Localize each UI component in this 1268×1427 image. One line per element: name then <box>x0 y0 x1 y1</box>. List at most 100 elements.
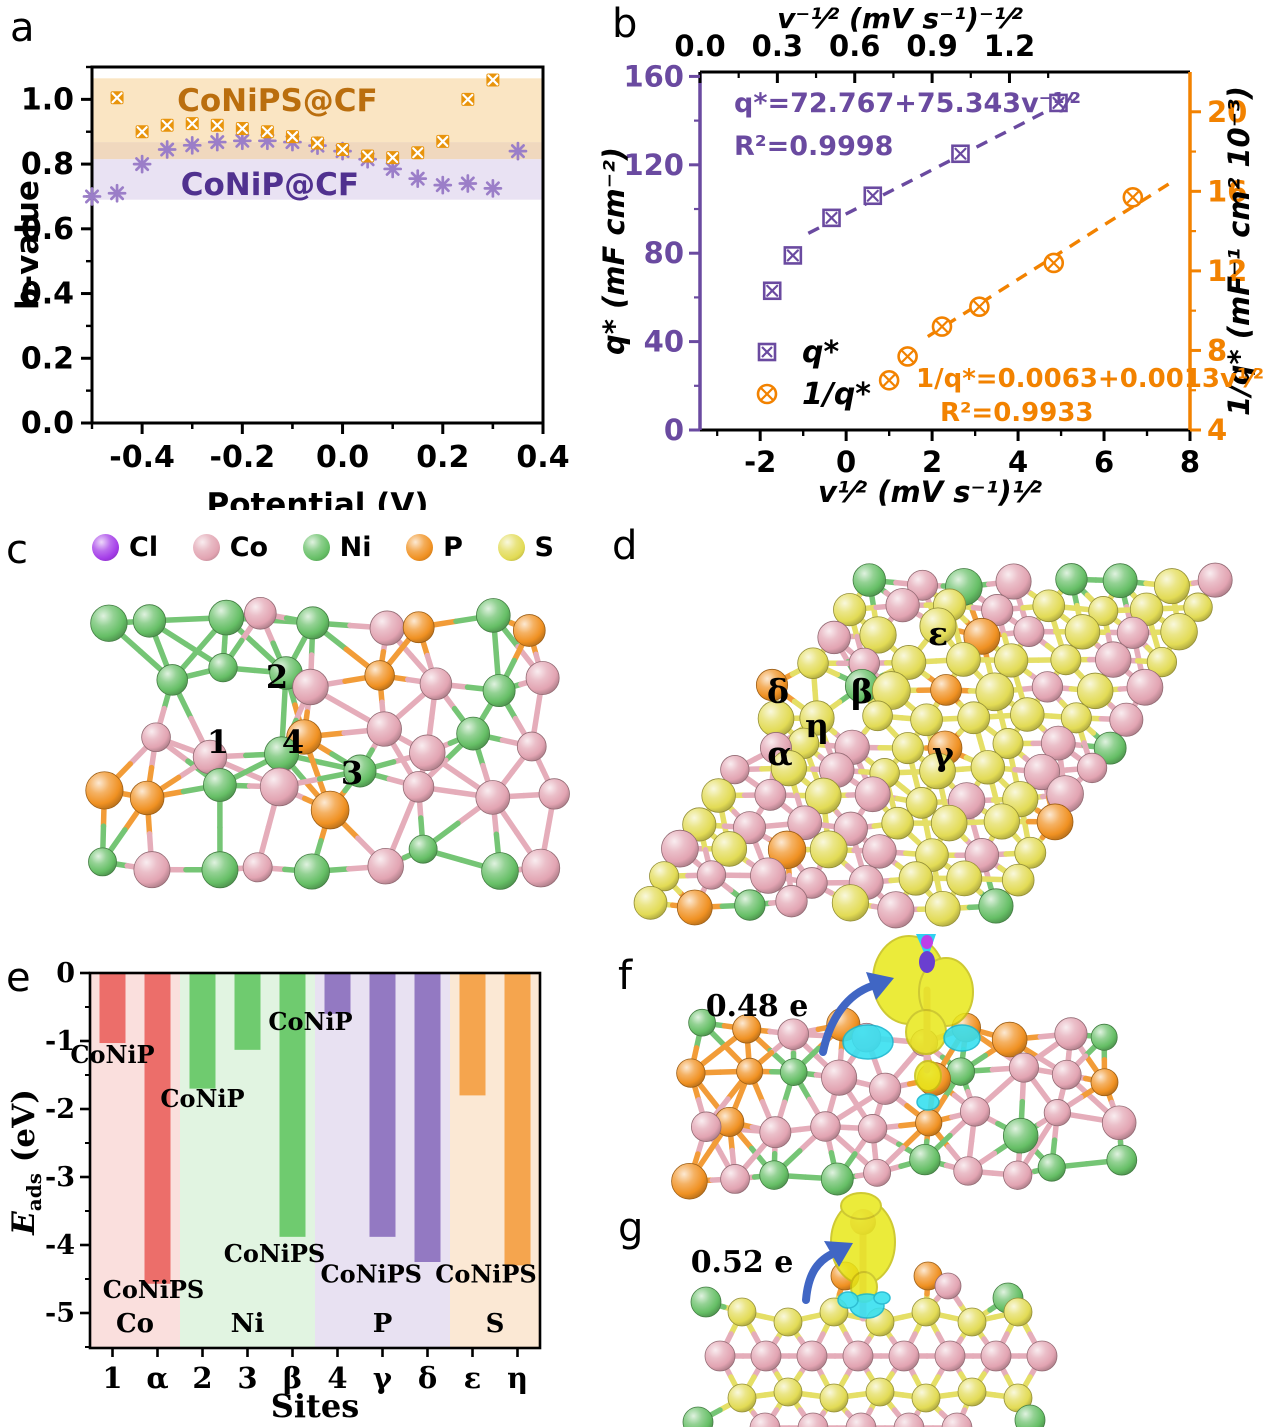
co-atom <box>1197 562 1233 598</box>
s-atom <box>1003 1297 1033 1327</box>
ni-atom <box>408 834 438 864</box>
ni-atom <box>208 599 245 636</box>
ni-atom <box>820 1162 854 1196</box>
charge-depletion-lobes <box>837 1291 891 1319</box>
co-atom <box>842 1340 874 1372</box>
left-tick-label: 80 <box>644 236 684 270</box>
s-atom <box>649 861 680 892</box>
x-axis-title: Potential (V) <box>206 487 428 510</box>
ni-atom-icon <box>302 533 330 561</box>
s-atom <box>994 643 1029 678</box>
site-label-4: 4 <box>282 723 304 761</box>
ni-atom <box>682 1406 714 1427</box>
ni-atom <box>88 847 117 877</box>
y-tick-label: -1 <box>45 1026 75 1057</box>
series-conips <box>110 73 500 165</box>
ni-atom <box>688 1008 716 1037</box>
ni-atom <box>909 1143 941 1176</box>
co-atom <box>749 1412 781 1427</box>
s-atom-icon <box>497 533 525 561</box>
co-atom <box>821 1059 858 1096</box>
co-atom <box>888 1340 920 1372</box>
x-tick-label: 0.2 <box>416 440 469 475</box>
y-tick-label: 0 <box>56 958 75 989</box>
cl-atom-icon <box>92 533 119 561</box>
s-atom <box>1060 702 1092 734</box>
charge-transfer-label: 0.52 e <box>691 1245 794 1280</box>
co-atom <box>777 1018 809 1050</box>
p-atom <box>85 771 124 810</box>
x-tick-label-δ: δ <box>418 1361 437 1395</box>
p-atom <box>402 611 435 644</box>
co-atom <box>733 811 767 845</box>
bar-annotation: CoNiP <box>70 1040 154 1069</box>
series-qstar <box>762 93 1073 301</box>
co-atom <box>750 857 787 894</box>
y-axis-title: Eads (eV) <box>6 1089 46 1236</box>
molecular-structure <box>85 596 570 890</box>
s-atom <box>975 672 1015 712</box>
bottom-tick-label: 2 <box>922 445 942 479</box>
ni-atom <box>201 851 239 889</box>
x-tick-label: 0.0 <box>316 440 369 475</box>
legend-item-P: P <box>406 532 463 563</box>
co-atom <box>934 1272 962 1300</box>
co-atom <box>959 1096 991 1127</box>
legend-item-Ni: Ni <box>302 532 372 563</box>
co-atom <box>369 610 405 646</box>
s-atom <box>711 831 748 867</box>
legend-element-label: Co <box>229 531 269 563</box>
s-atom <box>804 777 842 815</box>
atoms <box>633 562 1233 929</box>
left-tick-label: 120 <box>623 148 684 182</box>
ni-atom <box>208 653 238 683</box>
y-tick-label: 0.8 <box>21 147 74 182</box>
y-tick-label: -3 <box>45 1162 75 1193</box>
s-atom <box>1183 592 1213 622</box>
s-atom <box>833 593 867 627</box>
ni-atom <box>1037 1153 1066 1182</box>
co-atom <box>877 891 915 929</box>
right-tick-label: 16 <box>1207 174 1247 208</box>
right-tick-label: 4 <box>1207 413 1227 447</box>
co-atom <box>1109 702 1144 737</box>
y-tick-label: 1.0 <box>21 82 74 117</box>
ni-atom <box>203 768 237 802</box>
s-atom <box>1160 612 1198 651</box>
legend-item-Cl: Cl <box>92 532 158 563</box>
co-atom <box>1095 641 1132 678</box>
panel-label-c: c <box>6 527 28 573</box>
x-tick-label: -0.2 <box>210 440 276 475</box>
y-axis-title: b-value <box>10 180 46 310</box>
ni-atom <box>1055 563 1088 596</box>
co-atom <box>810 1111 841 1142</box>
bar-δ <box>414 973 441 1262</box>
molecular-structure <box>633 562 1233 929</box>
co-atom <box>787 805 823 841</box>
co-atom <box>259 767 299 807</box>
co-atom <box>1031 671 1064 703</box>
bar-annotation: CoNiPS <box>435 1259 537 1288</box>
co-atom <box>857 1114 888 1144</box>
site-label-γ: γ <box>932 734 954 773</box>
co-atom <box>1040 725 1076 761</box>
ni-atom <box>1093 731 1127 765</box>
qstar-r2: R²=0.9998 <box>734 131 893 162</box>
s-atom <box>1014 836 1047 869</box>
panel-label-b: b <box>612 1 638 47</box>
bar-γ <box>369 973 396 1237</box>
s-atom <box>859 616 897 654</box>
co-atom <box>995 563 1032 600</box>
panel-label-f: f <box>618 953 633 999</box>
s-atom <box>797 647 829 679</box>
co-atom <box>720 755 750 785</box>
bar-annotation: CoNiPS <box>320 1259 422 1288</box>
co-atom <box>1116 616 1150 649</box>
s-atom <box>799 700 835 736</box>
co-atom <box>953 1156 983 1186</box>
p-atom <box>991 1021 1028 1058</box>
x-axis-title: Sites <box>271 1387 359 1425</box>
bar-ε <box>459 973 486 1096</box>
co-atom <box>817 620 851 655</box>
co-atom <box>854 776 891 813</box>
